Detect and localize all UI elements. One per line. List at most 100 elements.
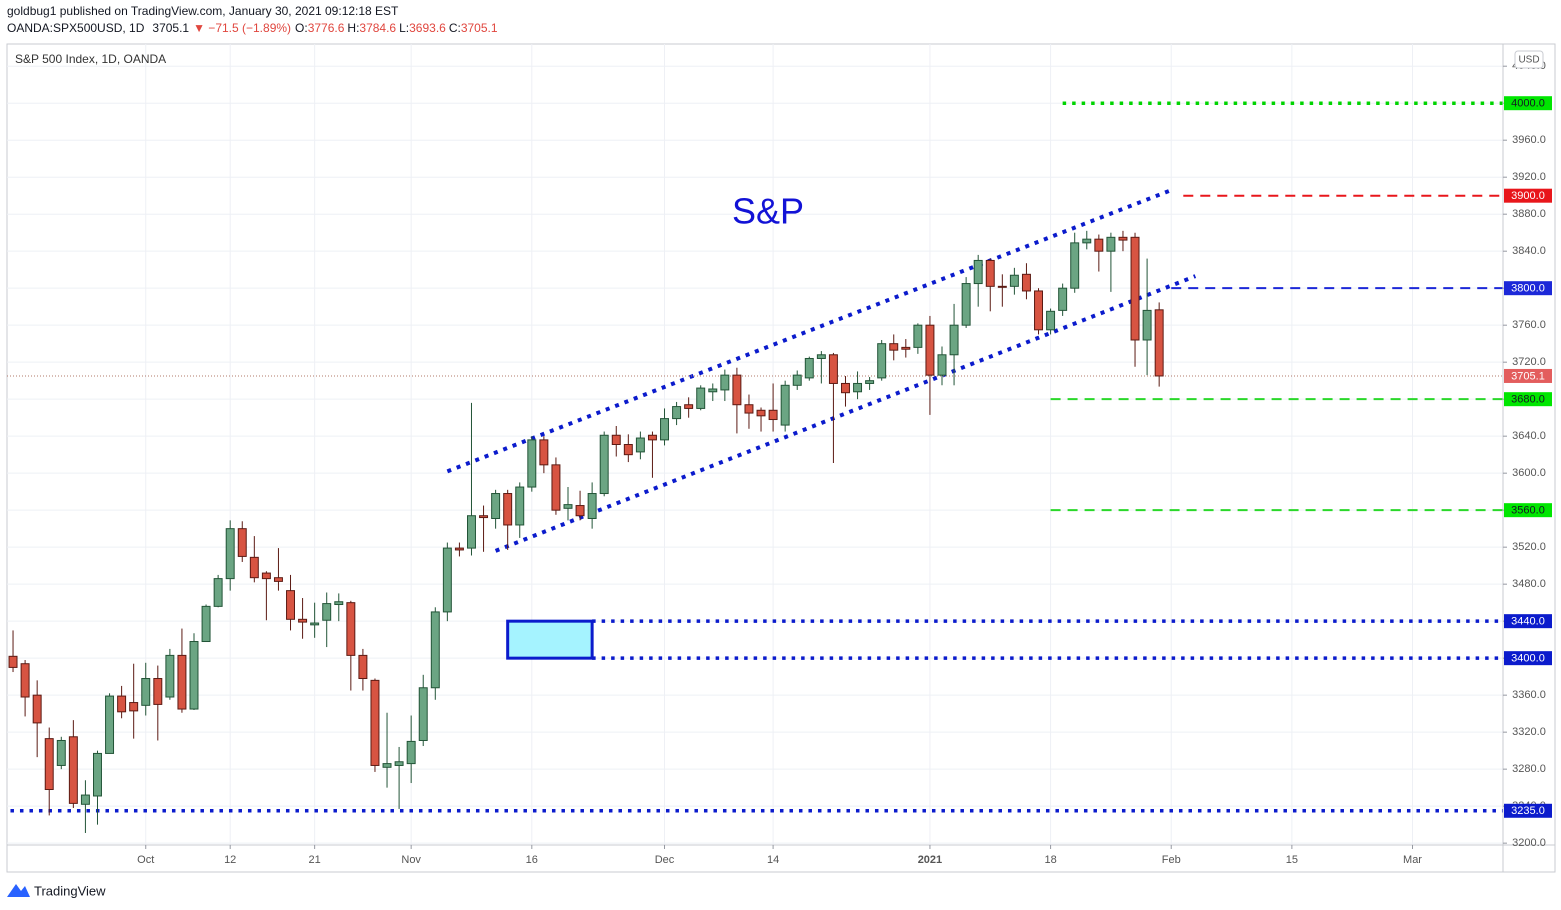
level-label: 3680.0 <box>1511 394 1545 406</box>
level-label: 3235.0 <box>1511 805 1545 817</box>
candle-body <box>442 547 452 613</box>
x-tick-label: Oct <box>137 854 154 866</box>
axes: 3200.03240.03280.03320.03360.03400.03440… <box>137 60 1552 866</box>
x-tick-label: 16 <box>526 854 538 866</box>
candle-body <box>696 387 706 409</box>
candle-body <box>406 740 416 765</box>
y-tick-label: 3880.0 <box>1512 208 1546 220</box>
publisher-line: goldbug1 published on TradingView.com, J… <box>7 4 399 18</box>
candle-body <box>756 409 766 417</box>
y-tick-label: 3720.0 <box>1512 356 1546 368</box>
level-label-box <box>1504 188 1552 203</box>
open-value: 3776.6 <box>308 21 345 35</box>
candle-body <box>189 641 199 710</box>
candle-body <box>913 324 923 348</box>
candle-body <box>1046 310 1056 331</box>
candle-body <box>322 603 332 621</box>
candle-body <box>1106 236 1116 252</box>
y-tick-label: 3320.0 <box>1512 726 1546 738</box>
high-label: H: <box>347 21 359 35</box>
y-tick-label: 3920.0 <box>1512 171 1546 183</box>
candle-body <box>877 343 887 379</box>
candle-body <box>105 695 115 754</box>
candle-body <box>708 388 718 393</box>
y-tick-label: 3360.0 <box>1512 689 1546 701</box>
level-label: 4000.0 <box>1511 98 1545 110</box>
last-price-label-box <box>1504 368 1552 383</box>
candle-body <box>1082 238 1092 244</box>
low-value: 3693.6 <box>409 21 446 35</box>
candle-body <box>623 444 633 456</box>
level-label: 3560.0 <box>1511 505 1545 517</box>
x-tick-label: Mar <box>1403 854 1422 866</box>
x-tick-label: 12 <box>224 854 236 866</box>
open-label: O: <box>295 21 308 35</box>
chart-frame <box>6 43 1556 873</box>
last-price-label: 3705.1 <box>1511 370 1545 382</box>
candle-body <box>973 259 983 285</box>
candle-body <box>1009 274 1019 287</box>
y-tick-label: 3960.0 <box>1512 134 1546 146</box>
candle-body <box>635 437 645 453</box>
candle-body <box>828 354 838 384</box>
candle-body <box>310 622 320 626</box>
level-label-box <box>1504 392 1552 407</box>
candle-body <box>792 374 802 386</box>
candle-body <box>865 380 875 384</box>
candle-body <box>346 602 356 656</box>
candle-body <box>1142 309 1152 341</box>
low-label: L: <box>399 21 409 35</box>
candle-body <box>261 572 271 580</box>
chart-title: S&P 500 Index, 1D, OANDA <box>15 52 166 66</box>
candle-body <box>853 382 863 393</box>
candle-body <box>430 611 440 689</box>
annotation: S&P <box>732 191 804 232</box>
candle-body <box>985 259 995 287</box>
plot-area <box>7 101 1503 833</box>
candle-body <box>901 346 911 350</box>
y-tick-label: 3520.0 <box>1512 541 1546 553</box>
candle-body <box>599 434 609 495</box>
level-label: 3800.0 <box>1511 283 1545 295</box>
candle-body <box>587 493 597 519</box>
y-tick-label: 3280.0 <box>1512 763 1546 775</box>
candle-body <box>1034 290 1043 331</box>
candle-body <box>20 663 30 698</box>
y-tick-label: 3200.0 <box>1512 837 1546 849</box>
candle-body <box>237 528 247 557</box>
candle-body <box>1118 236 1128 241</box>
y-tick-label: 3760.0 <box>1512 319 1546 331</box>
grid <box>7 44 1503 845</box>
candle-body <box>370 679 380 766</box>
candle-body <box>841 382 850 394</box>
candle-body <box>611 434 621 446</box>
currency-badge <box>1514 50 1544 69</box>
y-tick-label: 3840.0 <box>1512 245 1546 257</box>
candle-body <box>286 590 295 620</box>
candle-body <box>925 324 935 376</box>
x-tick-label: 2021 <box>918 854 942 866</box>
candle-body <box>1094 238 1104 252</box>
candle-body <box>467 515 476 549</box>
close-value: 3705.1 <box>461 21 498 35</box>
candle-body <box>153 678 163 705</box>
candle-body <box>527 439 537 488</box>
candle-body <box>165 654 175 698</box>
candle-body <box>358 654 368 680</box>
candle-body <box>551 464 561 511</box>
candle-body <box>804 357 814 379</box>
level-label-box <box>1504 503 1552 518</box>
candle-body <box>647 434 657 441</box>
candle-body <box>382 763 392 768</box>
candle-body <box>961 283 971 326</box>
x-tick-label: Dec <box>655 854 675 866</box>
x-tick-label: 15 <box>1286 854 1298 866</box>
candle-body <box>997 285 1007 288</box>
x-tick-label: 18 <box>1044 854 1056 866</box>
candle-body <box>816 354 826 359</box>
change: ▼ −71.5 (−1.89%) <box>193 21 291 35</box>
candle-body <box>491 493 501 519</box>
candle-body <box>68 736 78 804</box>
level-label: 3400.0 <box>1511 653 1545 665</box>
